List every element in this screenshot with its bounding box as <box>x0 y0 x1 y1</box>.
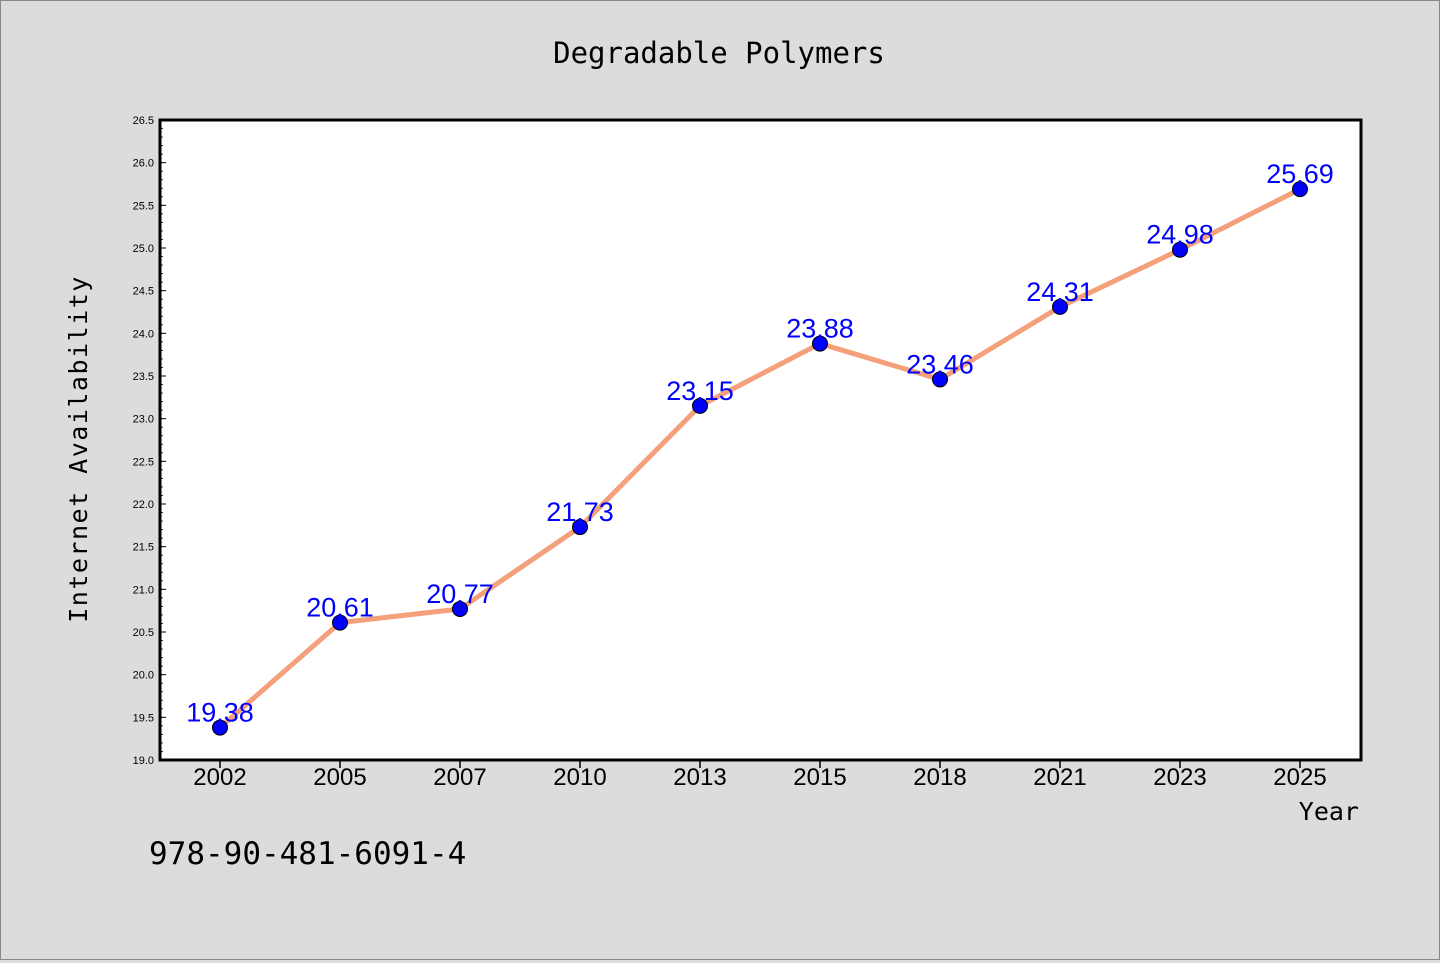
data-point <box>332 614 348 631</box>
y-tick-label: 24.5 <box>133 286 154 298</box>
x-tick-label: 2010 <box>553 764 606 791</box>
data-label: 20.77 <box>426 579 494 609</box>
data-point <box>1052 298 1068 315</box>
x-tick-label: 2018 <box>913 764 966 791</box>
x-axis: 2002 2005 2007 2010 2013 2015 2018 2021 2023 2025 <box>193 760 1327 791</box>
x-tick-label: 2005 <box>313 764 366 791</box>
x-tick-label: 2002 <box>193 764 246 791</box>
data-point <box>1292 181 1308 198</box>
data-label: 24.31 <box>1026 277 1094 307</box>
x-tick-label: 2021 <box>1033 764 1086 791</box>
data-label: 23.88 <box>786 314 854 344</box>
data-label: 19.38 <box>186 698 254 728</box>
data-label: 21.73 <box>546 497 614 527</box>
data-point <box>932 371 948 388</box>
data-label: 20.61 <box>306 593 374 623</box>
chart-title: Degradable Polymers <box>553 36 885 70</box>
y-axis-label: Internet Availability <box>64 275 93 623</box>
y-tick-label: 22.5 <box>133 456 154 468</box>
plot-area <box>158 118 1363 762</box>
data-labels: 19.38 20.61 20.77 21.73 23.15 23.88 23.46 24.31… <box>186 159 1334 727</box>
y-tick-label: 25.5 <box>133 200 154 212</box>
y-tick-label: 20.5 <box>133 627 154 639</box>
series-line <box>217 186 1303 731</box>
y-tick-label: 24.0 <box>133 328 154 340</box>
y-tick-label: 21.5 <box>133 542 154 554</box>
data-point <box>812 335 828 352</box>
data-label: 23.15 <box>666 376 734 406</box>
x-tick-label: 2007 <box>433 764 486 791</box>
data-point <box>572 519 588 536</box>
data-point <box>1172 241 1188 258</box>
y-tick-label: 25.0 <box>133 243 154 255</box>
y-tick-label: 26.5 <box>133 115 154 127</box>
data-label: 25.69 <box>1266 159 1334 189</box>
data-label: 24.98 <box>1146 220 1214 250</box>
data-label: 23.46 <box>906 349 974 379</box>
x-tick-label: 2015 <box>793 764 846 791</box>
data-markers <box>212 181 1308 736</box>
y-tick-label: 19.0 <box>133 755 154 767</box>
isbn-annotation: 978-90-481-6091-4 <box>149 836 466 872</box>
x-axis-label: Year <box>1299 797 1359 826</box>
data-point <box>212 719 228 736</box>
x-tick-label: 2025 <box>1273 764 1326 791</box>
y-tick-label: 26.0 <box>133 158 154 170</box>
y-tick-label: 21.0 <box>133 584 154 596</box>
x-tick-label: 2023 <box>1153 764 1206 791</box>
y-axis: 19.0 19.5 20.0 20.5 21.0 21.5 22.0 22.5 23.0 23.5… <box>133 115 166 767</box>
y-tick-label: 22.0 <box>133 499 154 511</box>
y-tick-label: 19.5 <box>133 712 154 724</box>
y-tick-label: 23.5 <box>133 371 154 383</box>
data-point <box>692 397 708 414</box>
y-tick-label: 20.0 <box>133 670 154 682</box>
data-point <box>452 600 468 617</box>
y-tick-label: 23.0 <box>133 414 154 426</box>
x-tick-label: 2013 <box>673 764 726 791</box>
